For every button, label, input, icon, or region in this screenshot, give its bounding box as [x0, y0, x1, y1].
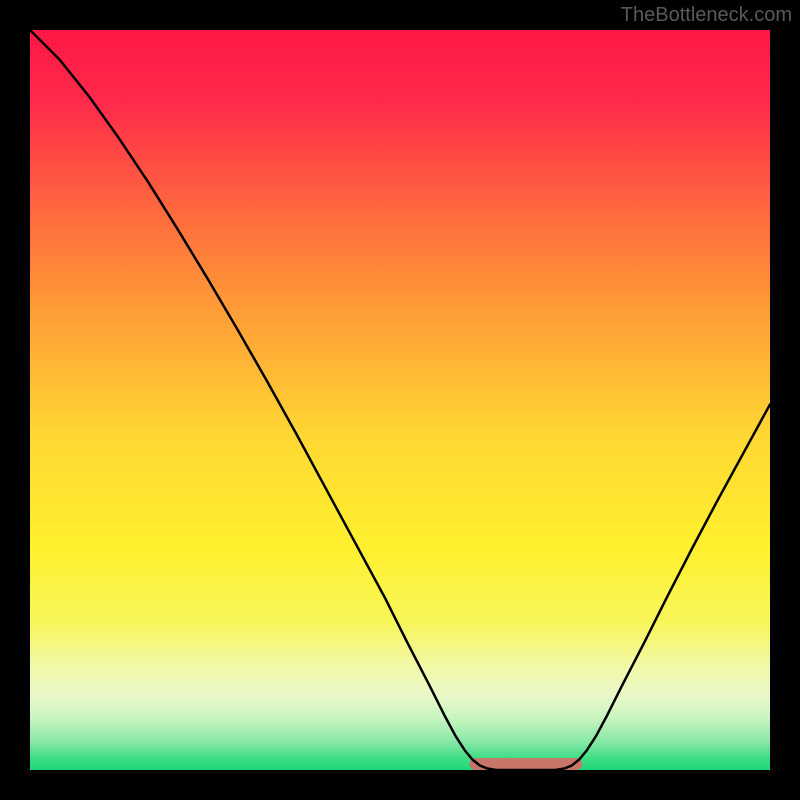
gradient-background [30, 30, 770, 770]
plot-area [30, 30, 770, 770]
chart-container: TheBottleneck.com [0, 0, 800, 800]
watermark-text: TheBottleneck.com [621, 4, 792, 27]
chart-svg [30, 30, 770, 770]
